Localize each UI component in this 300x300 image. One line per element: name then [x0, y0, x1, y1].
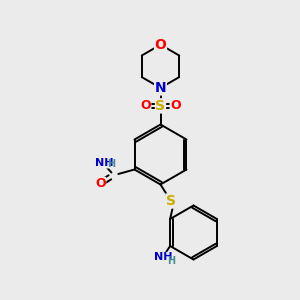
Text: O: O: [95, 177, 106, 190]
Text: O: O: [140, 99, 151, 112]
Text: N: N: [155, 81, 166, 95]
Text: H: H: [167, 256, 175, 266]
Text: H: H: [107, 159, 116, 170]
Text: S: S: [155, 99, 166, 113]
Text: NH: NH: [95, 158, 114, 168]
Text: S: S: [166, 194, 176, 208]
Text: NH: NH: [154, 252, 173, 262]
Text: O: O: [154, 38, 166, 52]
Text: O: O: [170, 99, 181, 112]
